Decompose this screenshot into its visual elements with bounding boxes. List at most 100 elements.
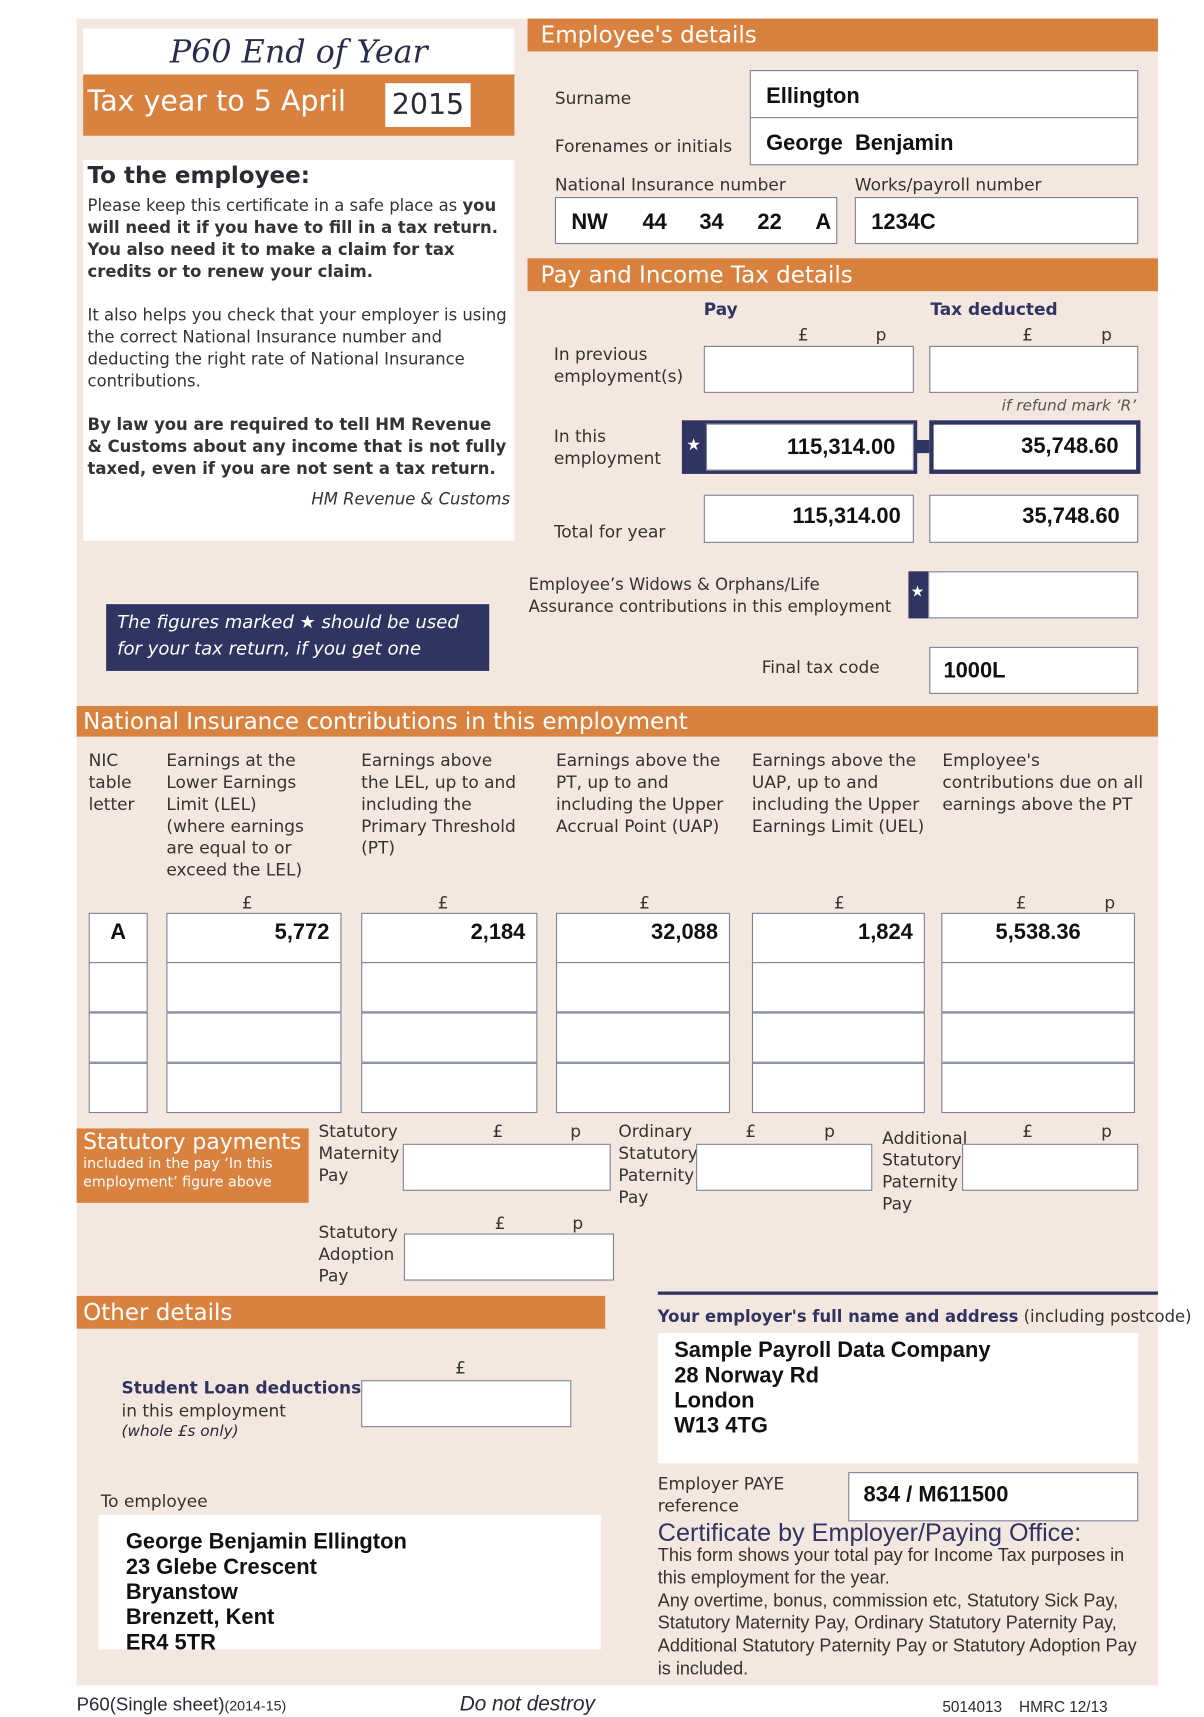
pound-label: £ [492, 1121, 504, 1142]
ni-part: 22 [757, 210, 782, 235]
surname-field[interactable]: Ellington [749, 70, 1139, 119]
nic-amount-cell[interactable] [556, 962, 731, 1013]
pound-label: £ [1022, 325, 1034, 345]
nic-amount-cell[interactable] [361, 1062, 538, 1114]
address-line: Brenzett, Kent [125, 1605, 275, 1630]
address-line: Sample Payroll Data Company [674, 1338, 991, 1363]
address-line: ER4 5TR [125, 1630, 216, 1655]
smp-label: Statutory Maternity Pay [318, 1121, 400, 1186]
pound-label: £ [494, 1213, 506, 1234]
nic-amount-cell[interactable] [556, 1012, 731, 1063]
recipient-address: George Benjamin Ellington 23 Glebe Cresc… [98, 1514, 601, 1655]
pound-label: £ [241, 893, 253, 913]
ospp-label: Ordinary Statutory Paternity Pay [618, 1121, 698, 1208]
pound-label: £ [834, 893, 845, 913]
employee-notice: To the employee: Please keep this certif… [83, 159, 515, 541]
works-number-field[interactable]: 1234C [854, 197, 1139, 245]
address-line: W13 4TG [674, 1414, 768, 1439]
address-line: 28 Norway Rd [674, 1363, 819, 1388]
nic-amount-cell[interactable] [556, 1062, 731, 1114]
form-reference: 5014013 HMRC 12/13 [942, 1697, 1108, 1716]
nic-amount-cell[interactable]: 1,824 [751, 912, 925, 964]
this-pay-field[interactable]: 115,314.00 [705, 423, 914, 471]
tax-code-field[interactable]: 1000L [929, 646, 1139, 694]
employer-address: Sample Payroll Data Company 28 Norway Rd… [657, 1333, 1139, 1464]
nic-amount-cell[interactable] [361, 1012, 538, 1063]
certificate-heading: Certificate by Employer/Paying Office: [657, 1518, 1082, 1547]
ni-number-field[interactable]: NW 44 34 22 A [554, 197, 838, 245]
widows-orphans-field[interactable] [928, 571, 1139, 619]
pound-label: £ [455, 1358, 467, 1378]
nic-letter-cell[interactable]: A [88, 912, 148, 964]
certificate-text: This form shows your total pay for Incom… [658, 1544, 1140, 1681]
nic-amount-cell[interactable]: 5,772 [166, 912, 342, 964]
nic-amount-cell[interactable] [941, 1012, 1135, 1063]
nic-letter-cell[interactable] [88, 1062, 148, 1114]
connector [915, 439, 932, 454]
statutory-subtitle: included in the pay ‘In this employment’… [83, 1155, 273, 1191]
tax-year-bar: Tax year to 5 April 2015 [83, 74, 515, 136]
address-line: Bryanstow [125, 1580, 238, 1605]
nic-column-header: Earnings above the LEL, up to and includ… [361, 750, 517, 859]
pence-label: p [572, 1213, 584, 1234]
refund-note: if refund mark ‘R’ [1001, 397, 1137, 415]
student-loan-sublabel: in this employment [121, 1400, 286, 1421]
nic-amount-cell[interactable] [166, 1012, 342, 1063]
address-line: 23 Glebe Crescent [125, 1555, 317, 1580]
nic-amount-cell[interactable]: 2,184 [361, 912, 538, 964]
forenames-field[interactable]: George Benjamin [749, 117, 1139, 166]
works-number-label: Works/payroll number [854, 175, 1042, 195]
nic-amount-cell[interactable] [751, 1012, 925, 1063]
previous-employment-label: In previous employment(s) [553, 344, 684, 387]
total-for-year-label: Total for year [553, 522, 666, 542]
pay-column-heading: Pay [703, 299, 738, 320]
nic-amount-cell[interactable]: 32,088 [556, 912, 731, 964]
nic-letter-cell[interactable] [88, 962, 148, 1013]
nic-letter-cell[interactable] [88, 1012, 148, 1063]
recipient-label: To employee [100, 1491, 208, 1512]
nic-amount-cell[interactable] [751, 1062, 925, 1114]
certificate-paragraph: This form shows your total pay for Incom… [657, 1545, 1125, 1588]
pound-label: £ [1015, 893, 1027, 913]
nic-amount-cell[interactable] [941, 1062, 1135, 1114]
address-line: George Benjamin Ellington [125, 1530, 407, 1555]
student-loan-field[interactable] [361, 1380, 572, 1428]
this-employment-label: In this employment [553, 426, 662, 469]
aspp-field[interactable] [962, 1143, 1139, 1191]
pound-label: £ [437, 893, 449, 913]
do-not-destroy: Do not destroy [459, 1693, 595, 1717]
smp-field[interactable] [402, 1143, 611, 1191]
total-tax-field[interactable]: 35,748.60 [929, 494, 1139, 543]
sap-field[interactable] [403, 1233, 615, 1281]
previous-pay-field[interactable] [703, 345, 914, 393]
ni-label: National Insurance number [554, 175, 786, 195]
pound-label: £ [639, 893, 650, 913]
nic-amount-cell[interactable] [166, 1062, 342, 1114]
this-tax-field[interactable]: 35,748.60 [929, 420, 1141, 474]
previous-tax-field[interactable] [929, 345, 1139, 393]
form-code: P60(Single sheet)(2014-15) [76, 1694, 287, 1716]
certificate-paragraph: Any overtime, bonus, commission etc, Sta… [657, 1590, 1137, 1679]
nic-amount-cell[interactable]: 5,538.36 [941, 912, 1135, 964]
pence-label: p [875, 325, 887, 345]
nic-amount-cell[interactable] [166, 962, 342, 1013]
paye-reference-field[interactable]: 834 / M611500 [848, 1472, 1139, 1522]
ospp-field[interactable] [696, 1143, 873, 1191]
student-loan-note: (whole £s only) [121, 1422, 239, 1441]
nic-amount-cell[interactable] [751, 962, 925, 1013]
notice-signature: HM Revenue & Customs [311, 489, 511, 509]
nic-amount-cell[interactable] [941, 962, 1135, 1013]
aspp-label: Additional Statutory Paternity Pay [882, 1128, 968, 1214]
page-title: P60 End of Year Certificate [83, 28, 515, 116]
student-loan-label: Student Loan deductions [121, 1377, 362, 1398]
nic-amount-cell[interactable] [361, 962, 538, 1013]
employer-address-label: Your employer's full name and address (i… [657, 1306, 1192, 1327]
star-note: The figures marked ★ should be used for … [106, 604, 490, 671]
nic-header: National Insurance contributions in this… [76, 705, 1158, 737]
widows-star-frame: ★ [908, 571, 930, 619]
total-pay-field[interactable]: 115,314.00 [703, 494, 914, 543]
nic-column-header: Earnings above the PT, up to and includi… [556, 750, 724, 837]
address-line: London [674, 1388, 755, 1413]
widows-orphans-label: Employee’s Widows & Orphans/Life Assuran… [528, 574, 892, 617]
